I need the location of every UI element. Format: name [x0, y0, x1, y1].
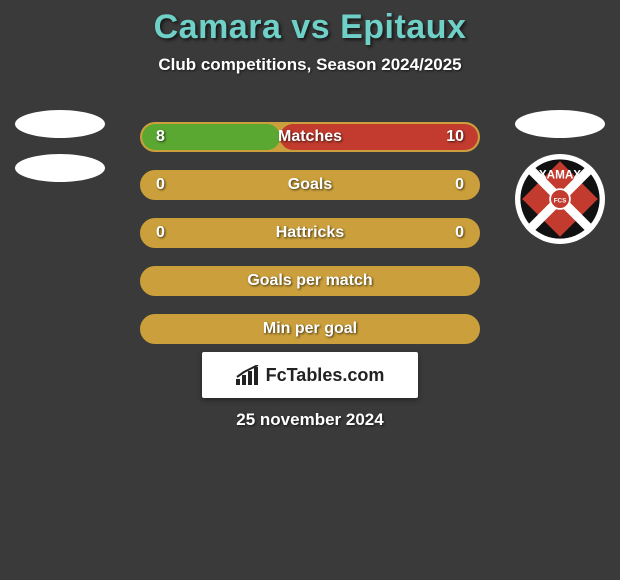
stat-row: 0 Goals 0	[140, 170, 480, 200]
stat-label: Goals	[288, 176, 332, 194]
brand-text: FcTables.com	[266, 365, 385, 386]
left-player-avatar	[15, 110, 105, 138]
right-player-avatar	[515, 110, 605, 138]
stat-value-left: 8	[156, 128, 165, 146]
stats-container: 8 Matches 10 0 Goals 0 0 Hattricks 0 Goals per ma…	[140, 122, 480, 344]
brand-chart-icon	[236, 365, 260, 385]
svg-text:FCS: FCS	[554, 198, 567, 205]
right-club-badge: XAMAX FCS	[515, 154, 605, 244]
page-title: Camara vs Epitaux	[0, 0, 620, 47]
right-player-column: XAMAX FCS	[500, 110, 620, 244]
brand-box[interactable]: FcTables.com	[202, 352, 418, 398]
stat-label: Hattricks	[276, 224, 344, 242]
date-text: 25 november 2024	[0, 410, 620, 430]
svg-text:XAMAX: XAMAX	[539, 168, 581, 181]
stat-label: Goals per match	[247, 272, 372, 290]
left-player-column	[0, 110, 120, 182]
stat-row: 0 Hattricks 0	[140, 218, 480, 248]
left-club-avatar	[15, 154, 105, 182]
stat-row: Goals per match	[140, 266, 480, 296]
stat-label: Matches	[278, 128, 342, 146]
stat-value-left: 0	[156, 224, 165, 242]
stat-row: Min per goal	[140, 314, 480, 344]
stat-value-right: 0	[455, 224, 464, 242]
stat-value-right: 0	[455, 176, 464, 194]
stat-label: Min per goal	[263, 320, 357, 338]
stat-value-left: 0	[156, 176, 165, 194]
subtitle: Club competitions, Season 2024/2025	[0, 55, 620, 75]
stat-row: 8 Matches 10	[140, 122, 480, 152]
stat-value-right: 10	[446, 128, 464, 146]
